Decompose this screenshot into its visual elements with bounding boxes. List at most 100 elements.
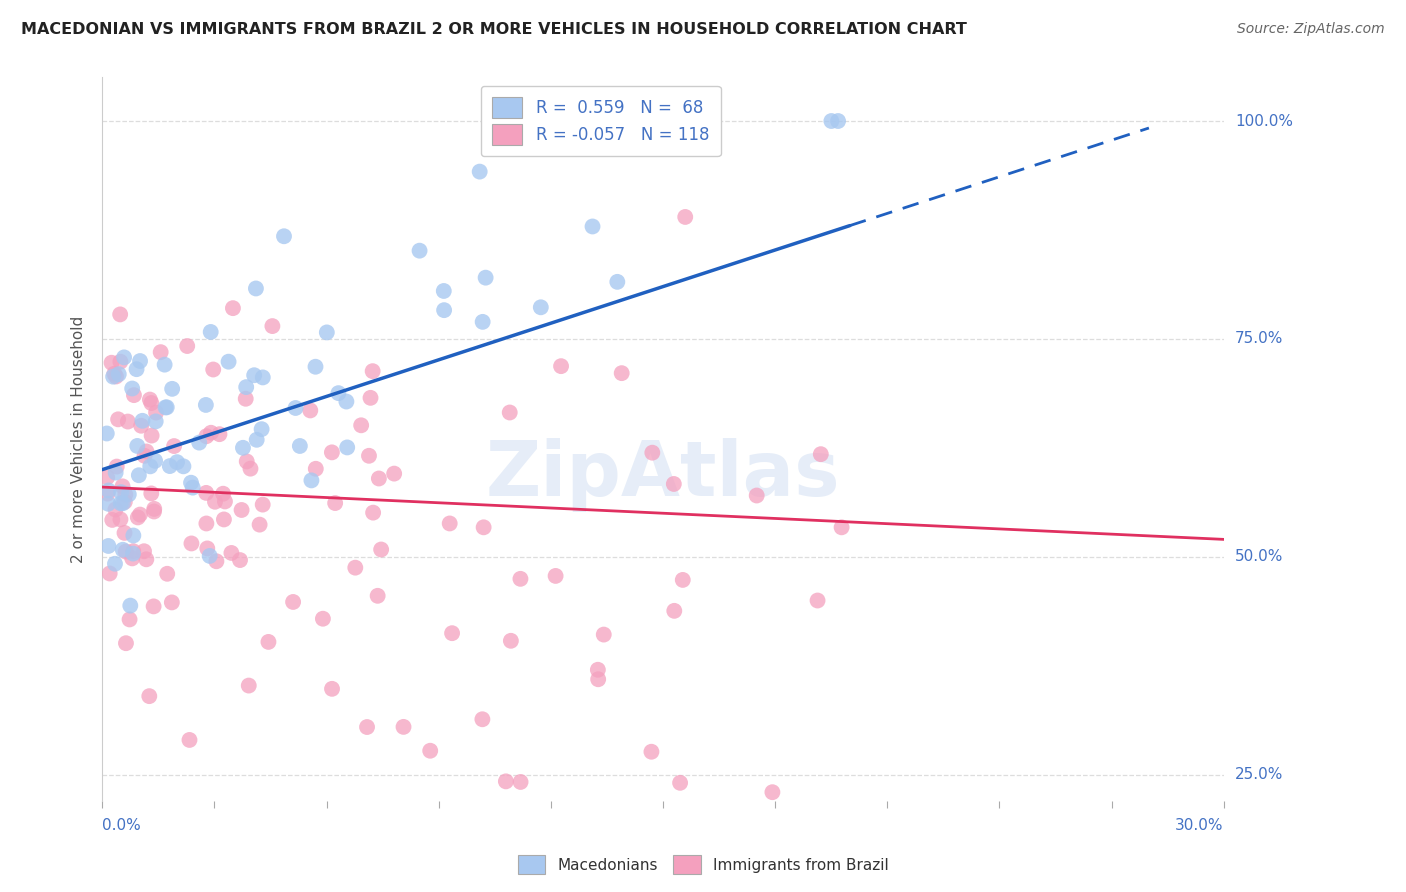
Point bbox=[110, 512, 132, 526]
Point bbox=[312, 612, 335, 626]
Text: 100.0%: 100.0% bbox=[1234, 113, 1294, 128]
Point bbox=[249, 517, 271, 532]
Point bbox=[806, 593, 828, 607]
Point bbox=[257, 635, 280, 649]
Point bbox=[606, 275, 628, 289]
Point bbox=[239, 461, 262, 475]
Point bbox=[111, 496, 134, 510]
Point bbox=[160, 382, 183, 396]
Point bbox=[321, 445, 343, 459]
Point bbox=[129, 354, 152, 368]
Point bbox=[250, 422, 273, 436]
Text: 25.0%: 25.0% bbox=[1234, 767, 1284, 782]
Point bbox=[509, 572, 531, 586]
Point bbox=[235, 454, 257, 468]
Point bbox=[262, 319, 284, 334]
Point bbox=[142, 599, 165, 614]
Point bbox=[122, 388, 145, 402]
Point bbox=[530, 301, 553, 315]
Point bbox=[820, 114, 842, 128]
Point bbox=[356, 720, 378, 734]
Point bbox=[145, 414, 167, 428]
Point bbox=[441, 626, 464, 640]
Point bbox=[200, 325, 222, 339]
Point bbox=[586, 663, 609, 677]
Text: ZipAtlas: ZipAtlas bbox=[485, 438, 841, 512]
Point bbox=[160, 595, 183, 609]
Point bbox=[495, 774, 517, 789]
Point bbox=[205, 554, 228, 568]
Point bbox=[141, 486, 163, 500]
Point bbox=[235, 392, 257, 406]
Point bbox=[745, 488, 768, 502]
Point bbox=[122, 544, 145, 558]
Point bbox=[139, 392, 162, 407]
Point bbox=[134, 449, 156, 463]
Point bbox=[344, 560, 367, 574]
Point bbox=[104, 557, 127, 571]
Point bbox=[118, 487, 141, 501]
Point bbox=[101, 513, 124, 527]
Point bbox=[328, 386, 350, 401]
Point bbox=[361, 364, 384, 378]
Point bbox=[107, 412, 129, 426]
Point bbox=[163, 439, 186, 453]
Point bbox=[305, 462, 328, 476]
Point bbox=[208, 427, 231, 442]
Point bbox=[149, 345, 172, 359]
Point bbox=[252, 498, 274, 512]
Point bbox=[673, 210, 696, 224]
Point bbox=[361, 506, 384, 520]
Point bbox=[125, 362, 148, 376]
Point bbox=[114, 495, 136, 509]
Point bbox=[281, 595, 304, 609]
Point bbox=[499, 633, 522, 648]
Point bbox=[97, 539, 120, 553]
Point bbox=[662, 477, 685, 491]
Point bbox=[664, 604, 686, 618]
Point bbox=[135, 552, 157, 566]
Point bbox=[246, 433, 269, 447]
Point bbox=[419, 744, 441, 758]
Point bbox=[232, 441, 254, 455]
Point bbox=[245, 281, 267, 295]
Point bbox=[138, 689, 160, 703]
Point bbox=[115, 636, 138, 650]
Point bbox=[550, 359, 572, 373]
Point bbox=[827, 114, 849, 128]
Text: Source: ZipAtlas.com: Source: ZipAtlas.com bbox=[1237, 22, 1385, 37]
Point bbox=[96, 486, 118, 500]
Point bbox=[121, 382, 143, 396]
Point bbox=[100, 356, 122, 370]
Point bbox=[471, 315, 494, 329]
Point bbox=[370, 542, 392, 557]
Point bbox=[586, 672, 609, 686]
Point bbox=[810, 447, 832, 461]
Point bbox=[509, 775, 531, 789]
Point bbox=[212, 486, 235, 500]
Point bbox=[156, 401, 179, 415]
Point bbox=[110, 485, 132, 500]
Point bbox=[96, 426, 118, 441]
Point bbox=[408, 244, 430, 258]
Point bbox=[702, 122, 724, 136]
Point bbox=[357, 449, 380, 463]
Point bbox=[315, 326, 337, 340]
Point bbox=[105, 369, 128, 384]
Point bbox=[235, 380, 257, 394]
Point bbox=[304, 359, 326, 374]
Point bbox=[336, 441, 359, 455]
Point bbox=[127, 510, 149, 524]
Point bbox=[172, 459, 194, 474]
Point bbox=[141, 396, 163, 410]
Point bbox=[335, 394, 357, 409]
Point bbox=[156, 566, 179, 581]
Text: MACEDONIAN VS IMMIGRANTS FROM BRAZIL 2 OR MORE VEHICLES IN HOUSEHOLD CORRELATION: MACEDONIAN VS IMMIGRANTS FROM BRAZIL 2 O… bbox=[21, 22, 967, 37]
Point bbox=[214, 494, 236, 508]
Point bbox=[544, 569, 567, 583]
Point bbox=[202, 362, 225, 376]
Point bbox=[120, 599, 142, 613]
Point bbox=[433, 303, 456, 318]
Point bbox=[180, 536, 202, 550]
Point bbox=[105, 459, 128, 474]
